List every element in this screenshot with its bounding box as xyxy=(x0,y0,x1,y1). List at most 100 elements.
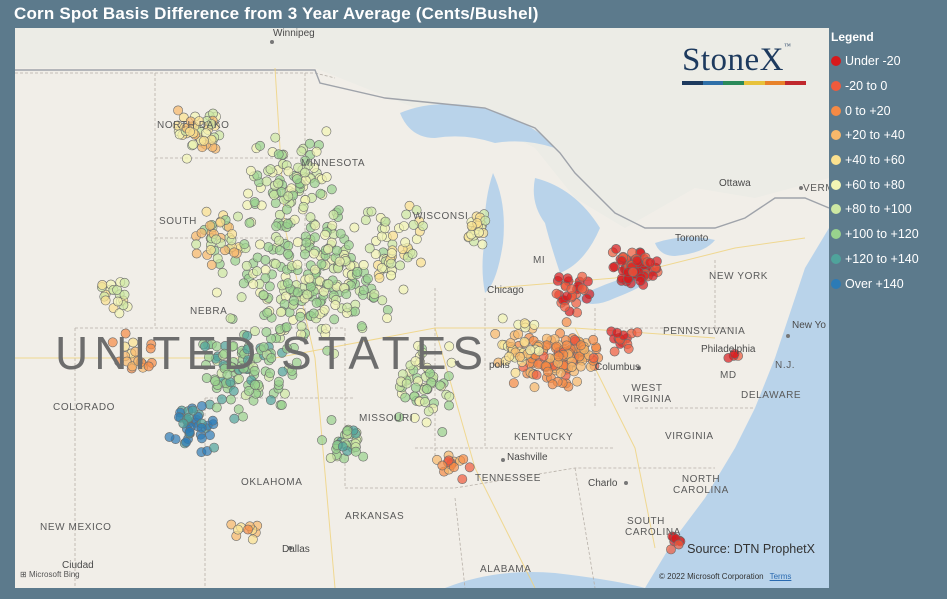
basis-point[interactable] xyxy=(648,270,658,281)
basis-point[interactable] xyxy=(292,174,302,184)
basis-point[interactable] xyxy=(311,297,322,308)
legend-item[interactable]: +100 to +120 xyxy=(831,222,947,247)
basis-point[interactable] xyxy=(576,340,586,351)
basis-point[interactable] xyxy=(362,273,373,284)
basis-point[interactable] xyxy=(525,345,536,355)
basis-point[interactable] xyxy=(97,279,108,290)
basis-point[interactable] xyxy=(264,281,275,292)
basis-point[interactable] xyxy=(352,266,363,277)
basis-point[interactable] xyxy=(400,392,411,403)
basis-point[interactable] xyxy=(281,204,292,215)
basis-point[interactable] xyxy=(191,239,202,250)
basis-point[interactable] xyxy=(490,328,501,339)
basis-point[interactable] xyxy=(270,132,281,143)
basis-point[interactable] xyxy=(458,454,469,464)
basis-point[interactable] xyxy=(308,308,319,319)
basis-point[interactable] xyxy=(228,386,239,396)
basis-point[interactable] xyxy=(437,460,448,471)
basis-point[interactable] xyxy=(328,209,339,220)
basis-point[interactable] xyxy=(114,308,125,319)
basis-point[interactable] xyxy=(623,343,634,354)
basis-point[interactable] xyxy=(510,367,521,378)
basis-point[interactable] xyxy=(434,380,445,391)
basis-point[interactable] xyxy=(420,397,430,407)
basis-point[interactable] xyxy=(320,323,331,334)
basis-point[interactable] xyxy=(238,411,248,422)
basis-point[interactable] xyxy=(464,462,475,473)
basis-point[interactable] xyxy=(632,327,643,338)
basis-point[interactable] xyxy=(212,253,223,264)
basis-point[interactable] xyxy=(277,366,288,377)
basis-point[interactable] xyxy=(164,432,175,442)
basis-point[interactable] xyxy=(274,245,285,256)
basis-point[interactable] xyxy=(300,155,311,166)
basis-point[interactable] xyxy=(292,287,303,298)
basis-point[interactable] xyxy=(274,235,284,246)
basis-point[interactable] xyxy=(211,234,221,245)
basis-point[interactable] xyxy=(334,256,345,267)
basis-point[interactable] xyxy=(292,259,303,270)
basis-point[interactable] xyxy=(181,437,191,448)
basis-point[interactable] xyxy=(247,534,258,545)
basis-point[interactable] xyxy=(409,412,420,423)
basis-point[interactable] xyxy=(184,426,195,437)
basis-point[interactable] xyxy=(315,188,326,199)
basis-point[interactable] xyxy=(335,228,346,239)
basis-point[interactable] xyxy=(551,288,562,299)
basis-point[interactable] xyxy=(407,248,418,259)
basis-point[interactable] xyxy=(194,116,205,126)
basis-point[interactable] xyxy=(249,197,260,207)
basis-point[interactable] xyxy=(358,285,369,296)
basis-point[interactable] xyxy=(553,351,564,362)
basis-point[interactable] xyxy=(262,307,273,318)
basis-point[interactable] xyxy=(529,382,540,393)
basis-point[interactable] xyxy=(417,347,428,358)
basis-point[interactable] xyxy=(273,149,284,160)
basis-point[interactable] xyxy=(206,259,217,270)
basis-point[interactable] xyxy=(107,337,118,348)
basis-point[interactable] xyxy=(547,379,558,390)
basis-point[interactable] xyxy=(574,351,585,362)
basis-point[interactable] xyxy=(201,373,212,383)
basis-point[interactable] xyxy=(282,343,292,354)
basis-point[interactable] xyxy=(331,245,342,256)
basis-point[interactable] xyxy=(196,401,207,411)
basis-point[interactable] xyxy=(248,279,259,290)
basis-point[interactable] xyxy=(251,266,262,277)
basis-point[interactable] xyxy=(207,415,218,426)
basis-point[interactable] xyxy=(242,355,253,365)
basis-point[interactable] xyxy=(415,257,426,268)
basis-point[interactable] xyxy=(421,417,432,428)
basis-point[interactable] xyxy=(341,289,352,300)
basis-point[interactable] xyxy=(293,162,303,173)
basis-point[interactable] xyxy=(342,302,353,313)
basis-point[interactable] xyxy=(238,363,249,374)
basis-point[interactable] xyxy=(119,289,130,300)
basis-point[interactable] xyxy=(233,404,244,415)
basis-point[interactable] xyxy=(310,220,321,231)
basis-point[interactable] xyxy=(292,237,303,248)
basis-point[interactable] xyxy=(329,314,340,325)
basis-point[interactable] xyxy=(572,376,582,387)
basis-point[interactable] xyxy=(288,295,299,306)
basis-point[interactable] xyxy=(233,211,243,222)
basis-point[interactable] xyxy=(612,327,623,338)
basis-point[interactable] xyxy=(282,248,293,259)
basis-point[interactable] xyxy=(588,353,599,363)
basis-point[interactable] xyxy=(258,342,269,352)
basis-point[interactable] xyxy=(258,289,269,300)
basis-point[interactable] xyxy=(222,369,233,380)
basis-point[interactable] xyxy=(413,340,423,351)
basis-point[interactable] xyxy=(143,361,154,372)
basis-point[interactable] xyxy=(611,243,621,254)
basis-point[interactable] xyxy=(219,348,230,359)
basis-point[interactable] xyxy=(323,244,334,255)
basis-point[interactable] xyxy=(466,221,477,231)
basis-point[interactable] xyxy=(423,406,434,417)
basis-point[interactable] xyxy=(399,221,409,231)
basis-point[interactable] xyxy=(444,400,454,411)
basis-point[interactable] xyxy=(200,341,210,352)
basis-point[interactable] xyxy=(187,405,198,416)
basis-point[interactable] xyxy=(245,165,256,176)
basis-point[interactable] xyxy=(515,351,525,362)
